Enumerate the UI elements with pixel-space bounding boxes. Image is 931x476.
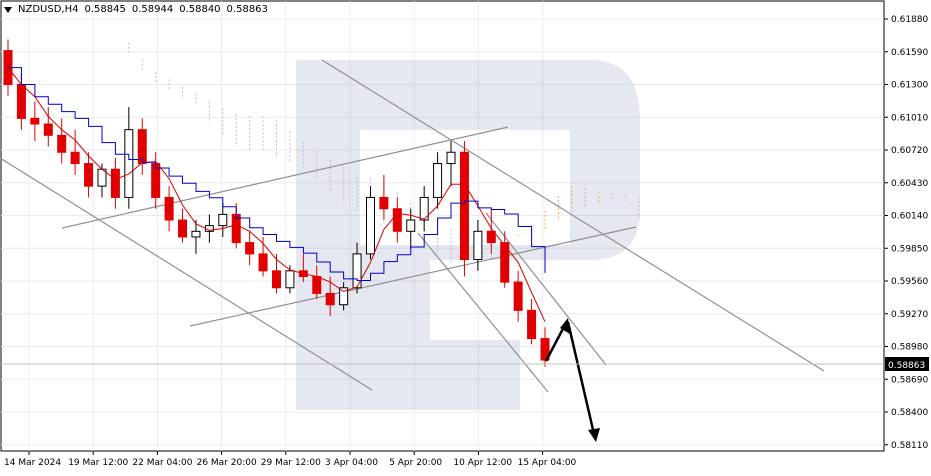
candle-body bbox=[231, 213, 241, 244]
candle-body bbox=[365, 196, 375, 255]
current-price-label: 0.58863 bbox=[888, 361, 925, 371]
candle-body bbox=[446, 151, 456, 165]
price-tick-label: 0.58110 bbox=[891, 441, 928, 451]
candle-body bbox=[57, 134, 67, 153]
kijun-line bbox=[8, 67, 546, 281]
candle-body bbox=[352, 253, 362, 289]
candle-body bbox=[379, 196, 389, 210]
trendline bbox=[189, 226, 637, 327]
watermark-logo bbox=[296, 60, 640, 410]
price-tick-label: 0.59560 bbox=[891, 277, 928, 287]
time-tick-label: 5 Apr 20:00 bbox=[389, 458, 442, 468]
candle-body bbox=[218, 213, 228, 227]
candle-body bbox=[43, 123, 53, 136]
candle-body bbox=[258, 253, 268, 272]
candle-body bbox=[151, 163, 161, 198]
price-tick-label: 0.61880 bbox=[891, 15, 928, 25]
price-axis: 0.61880 0.61590 0.61300 0.61010 0.60720 0.604… bbox=[884, 15, 928, 451]
candle-body bbox=[124, 129, 134, 198]
price-tick-label: 0.60430 bbox=[891, 179, 928, 189]
time-tick-label: 10 Apr 12:00 bbox=[453, 458, 512, 468]
candle-body bbox=[272, 270, 281, 289]
trendline bbox=[0, 157, 373, 391]
trendlines bbox=[0, 59, 825, 393]
price-tick-label: 0.58690 bbox=[891, 375, 928, 385]
candle-body bbox=[486, 230, 496, 244]
price-tick-label: 0.61300 bbox=[891, 81, 928, 91]
symbol-header: NZDUSD,H4 0.58845 0.58944 0.58840 0.5886… bbox=[4, 4, 268, 15]
candles[interactable] bbox=[3, 39, 550, 367]
candle-body bbox=[30, 117, 40, 125]
candle-body bbox=[540, 338, 550, 361]
time-tick-label: 26 Mar 20:00 bbox=[197, 458, 257, 468]
candle-body bbox=[419, 196, 429, 221]
forecast-down-arrowhead bbox=[588, 428, 600, 442]
time-tick-label: 14 Mar 2024 bbox=[4, 458, 61, 468]
symbol-label: NZDUSD,H4 bbox=[18, 4, 79, 15]
candle-body bbox=[392, 208, 402, 232]
candle-body bbox=[339, 287, 349, 306]
trendline bbox=[61, 126, 509, 229]
candle-body bbox=[285, 270, 295, 289]
candle-body bbox=[473, 230, 483, 261]
trendline bbox=[485, 212, 607, 366]
candle-body bbox=[70, 151, 80, 165]
open-value: 0.58845 bbox=[84, 4, 126, 15]
candle-body bbox=[513, 281, 523, 311]
price-tick-label: 0.58400 bbox=[891, 408, 928, 418]
time-axis: 14 Mar 2024 19 Mar 12:00 22 Mar 04:00 26 Ma… bbox=[4, 451, 577, 468]
current-price-marker: 0.58863 bbox=[1, 357, 929, 371]
price-tick-label: 0.59270 bbox=[891, 310, 928, 320]
candle-body bbox=[16, 84, 26, 119]
forecast-down-arrow bbox=[566, 321, 596, 435]
forecast-arrows bbox=[544, 318, 600, 442]
indicator-lines bbox=[7, 67, 546, 322]
forecast-up-arrowhead bbox=[560, 318, 570, 334]
price-tick-label: 0.60140 bbox=[891, 212, 928, 222]
candle-body bbox=[245, 242, 255, 255]
trendline bbox=[321, 59, 825, 372]
price-tick-label: 0.59850 bbox=[891, 244, 928, 254]
candle-body bbox=[137, 129, 147, 165]
price-tick-label: 0.61590 bbox=[891, 48, 928, 58]
close-value: 0.58863 bbox=[226, 4, 268, 15]
time-tick-label: 15 Apr 04:00 bbox=[518, 458, 577, 468]
high-value: 0.58944 bbox=[131, 4, 174, 15]
candle-body bbox=[325, 292, 335, 306]
price-tick-label: 0.61010 bbox=[891, 113, 928, 123]
time-tick-label: 22 Mar 04:00 bbox=[132, 458, 192, 468]
price-tick-label: 0.58980 bbox=[891, 343, 928, 353]
low-value: 0.58840 bbox=[179, 4, 221, 15]
candle-body bbox=[84, 163, 94, 187]
candle-body bbox=[312, 275, 322, 294]
time-tick-label: 3 Apr 04:00 bbox=[325, 458, 378, 468]
candle-body bbox=[164, 196, 174, 221]
time-tick-label: 29 Mar 12:00 bbox=[261, 458, 321, 468]
candle-body bbox=[459, 151, 469, 261]
candle-body bbox=[527, 309, 537, 340]
trendline bbox=[417, 232, 549, 393]
tenkan-line bbox=[7, 67, 546, 322]
price-tick-label: 0.60720 bbox=[891, 146, 928, 156]
collapse-triangle-icon[interactable] bbox=[4, 6, 12, 13]
candle-body bbox=[406, 219, 416, 232]
candle-body bbox=[191, 230, 201, 238]
candle-body bbox=[110, 168, 120, 198]
candle-body bbox=[500, 242, 510, 283]
candle-body bbox=[178, 219, 188, 238]
grid bbox=[1, 1, 884, 451]
time-tick-label: 19 Mar 12:00 bbox=[68, 458, 128, 468]
candle-body bbox=[433, 163, 443, 198]
plot-frame bbox=[0, 0, 885, 452]
